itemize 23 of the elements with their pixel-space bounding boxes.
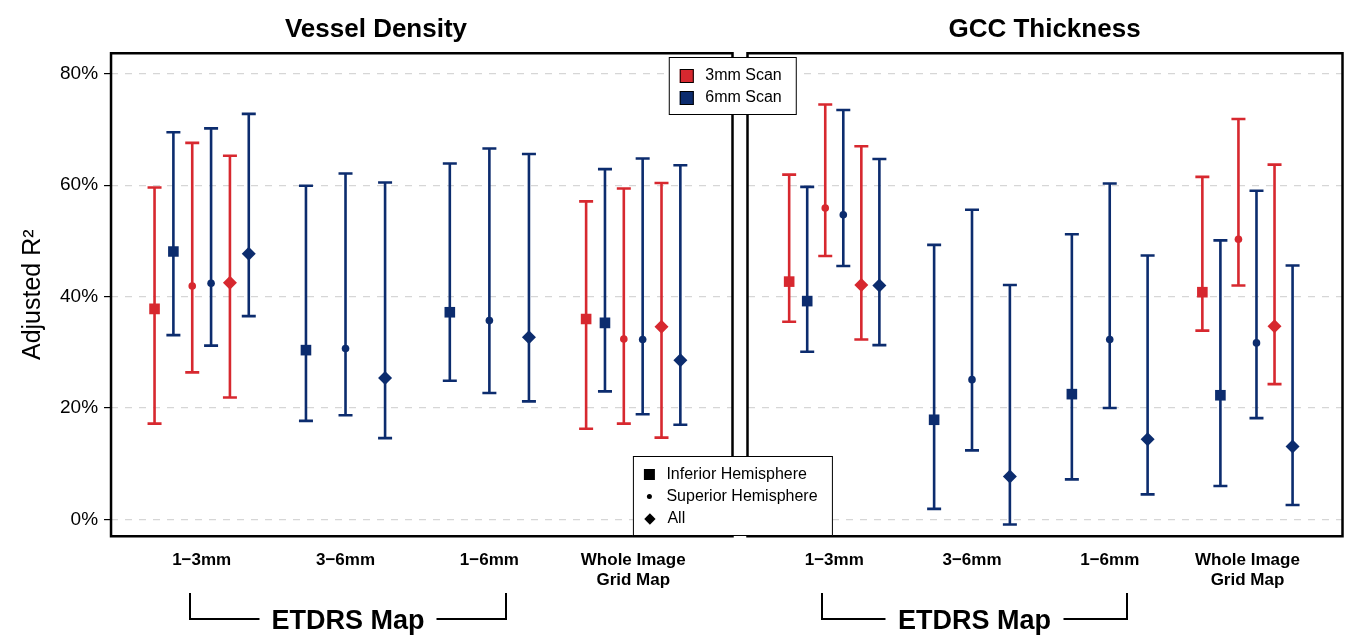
y-tick-label: 80% [60,62,99,84]
x-tick-label: 1−6mm [459,550,519,570]
chart-title: GCC Thickness [948,12,1141,43]
x-tick-label: 3−6mm [942,550,1002,570]
y-tick-label: 20% [60,396,99,418]
x-axis-title: ETDRS Map [259,605,437,636]
legend-label: 6mm Scan [705,88,782,106]
annotation: Inferior Hemisphere [666,465,807,483]
y-tick-label: 60% [60,173,99,195]
x-axis-title: ETDRS Map [885,605,1063,636]
x-tick-label: 1−6mm [1080,550,1140,570]
x-tick-label: 3−6mm [315,550,376,570]
chart-title: Vessel Density [284,12,468,43]
x-tick-label: Whole Image Grid Map [580,550,686,590]
y-tick-label: 40% [60,284,99,306]
y-axis-title: Adjusted R² [16,229,45,361]
x-tick-label: 1−3mm [172,550,232,570]
annotation: All [667,509,686,527]
y-tick-label: 0% [70,507,99,529]
x-tick-label: 1−3mm [804,550,864,570]
x-tick-label: Whole Image Grid Map [1195,550,1300,590]
annotation: Superior Hemisphere [666,487,818,505]
legend-label: 3mm Scan [705,66,782,84]
